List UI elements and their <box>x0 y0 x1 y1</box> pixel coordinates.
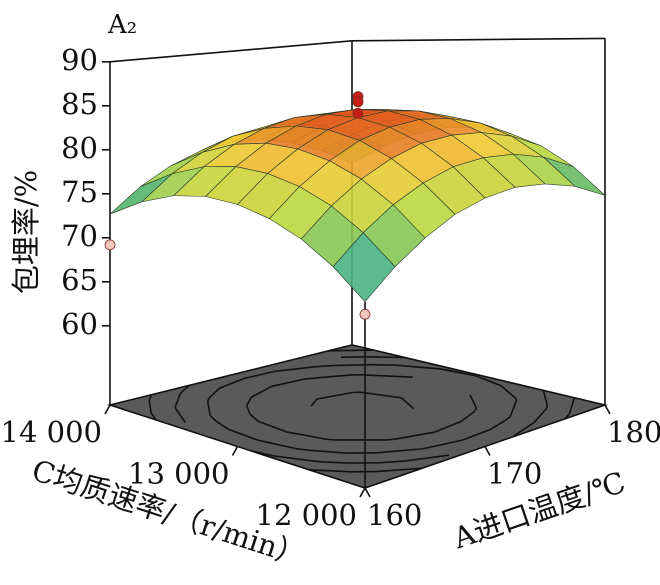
y-tick-label: 12 000 <box>256 498 357 532</box>
surface-cell <box>332 232 396 303</box>
y-tick <box>359 487 366 498</box>
contour-line <box>245 396 252 407</box>
contour-line <box>513 422 535 437</box>
contour-line <box>209 415 218 423</box>
contour-line <box>257 420 287 433</box>
contour-line <box>258 439 297 450</box>
contour-line <box>441 368 476 377</box>
axis-line <box>351 37 606 42</box>
contour-line <box>460 411 475 423</box>
z-axis-label: 包埋率/% <box>9 170 43 294</box>
contour-line <box>509 400 518 418</box>
contour-line <box>489 419 507 431</box>
x-tick-label: 160 <box>367 498 422 532</box>
z-tick-label: 70 <box>61 219 98 253</box>
contour-line <box>433 420 462 433</box>
contour-line <box>228 428 259 442</box>
contour-line <box>377 460 405 464</box>
y-tick-label: 14 000 <box>1 415 102 449</box>
contour-line <box>328 349 374 352</box>
contour-line <box>206 397 211 402</box>
contour-line <box>150 412 157 421</box>
contour-line <box>309 469 351 473</box>
contour-line <box>473 407 478 413</box>
contour-line <box>386 438 395 441</box>
contour-line <box>564 413 570 420</box>
x-tick <box>484 446 491 456</box>
contour-line <box>370 363 397 367</box>
contour-line <box>533 407 548 424</box>
contour-line <box>307 449 346 454</box>
contour-line <box>404 454 450 462</box>
contour-line <box>545 405 549 409</box>
contour-line <box>295 447 308 451</box>
y-tick-label: 13 000 <box>128 457 229 491</box>
contour-line <box>360 391 402 399</box>
contour-line <box>318 460 349 464</box>
contour-line <box>377 448 419 454</box>
contour-line <box>271 378 305 388</box>
contour-line <box>148 394 153 401</box>
contour-line <box>400 397 415 410</box>
contour-line <box>326 438 335 441</box>
design-point <box>352 96 364 108</box>
contour-line <box>243 370 276 380</box>
design-point <box>104 239 116 251</box>
contour-line <box>250 449 274 457</box>
contour-line <box>180 384 190 394</box>
contour-line <box>148 400 152 414</box>
contour-line <box>216 420 230 431</box>
contour-line <box>310 398 318 407</box>
contour-line <box>360 373 413 379</box>
contour-line <box>245 405 251 415</box>
contour-line <box>425 439 463 450</box>
contour-line <box>394 431 435 440</box>
design-point <box>352 107 364 119</box>
x-tick-label: 180 <box>607 415 660 449</box>
contour-line <box>500 384 517 399</box>
chart-title: A₂ <box>107 10 137 40</box>
contour-line <box>272 455 319 463</box>
contour-line <box>316 364 334 368</box>
contour-line <box>395 364 442 370</box>
z-tick-label: 60 <box>61 307 98 341</box>
y-tick <box>104 404 111 415</box>
axis-line <box>109 40 353 63</box>
contour-line <box>475 375 501 387</box>
x-tick <box>604 404 611 415</box>
contour-line <box>286 431 327 441</box>
contour-line <box>462 428 491 441</box>
contour-line <box>206 401 212 416</box>
design-point <box>359 308 371 320</box>
contour-line <box>275 365 317 373</box>
z-tick-label: 75 <box>61 175 98 209</box>
contour-line <box>174 408 187 424</box>
z-tick-label: 90 <box>61 43 98 77</box>
contour-line <box>515 398 518 402</box>
contour-line <box>542 390 549 407</box>
x-tick-label: 170 <box>487 457 542 491</box>
contour-line <box>304 374 350 380</box>
contour-line <box>469 394 478 409</box>
contour-line <box>316 391 354 400</box>
contour-line <box>375 467 422 473</box>
contour-line <box>208 387 221 399</box>
contour-line <box>568 397 576 415</box>
z-tick-label: 65 <box>61 263 98 297</box>
z-tick-label: 85 <box>61 87 98 121</box>
contour-line <box>367 355 405 359</box>
contour-line <box>418 447 426 451</box>
contour-line <box>505 416 511 421</box>
floor <box>107 344 608 489</box>
y-tick <box>231 446 239 456</box>
contour-line <box>250 385 272 398</box>
contour-line <box>174 392 182 407</box>
contour-line <box>219 377 244 389</box>
x-tick <box>364 487 371 498</box>
contour-line <box>249 413 259 422</box>
z-tick-label: 80 <box>61 131 98 165</box>
